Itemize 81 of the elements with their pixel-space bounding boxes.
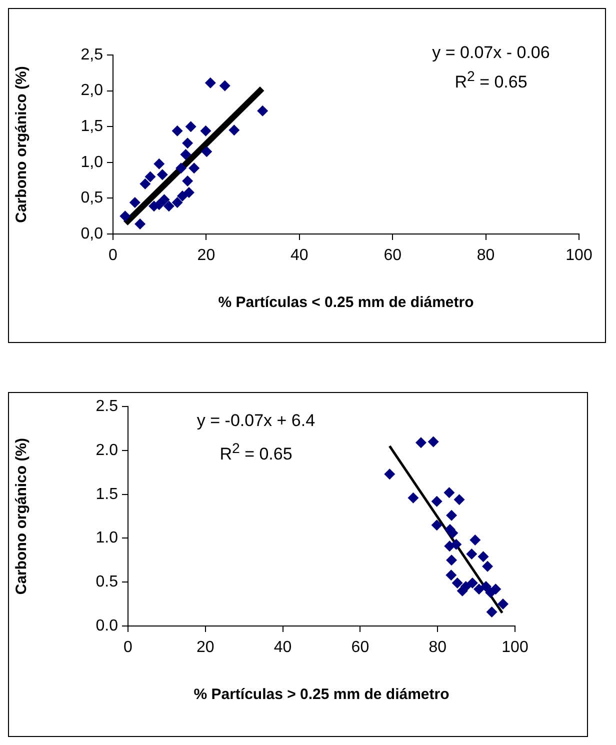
point — [204, 77, 216, 88]
point — [428, 436, 439, 448]
point — [182, 176, 194, 187]
point — [431, 520, 442, 531]
x-tick-label: 0 — [124, 639, 133, 656]
point — [478, 551, 489, 562]
point — [188, 162, 200, 174]
y-tick-label: 2,0 — [80, 82, 104, 100]
point — [228, 124, 240, 136]
point — [450, 538, 462, 550]
point — [452, 577, 463, 588]
point — [485, 587, 496, 598]
x-tick-label: 60 — [351, 639, 370, 656]
point — [140, 178, 151, 190]
point — [129, 196, 140, 208]
y-tick-label: 0.5 — [96, 574, 118, 591]
x-tick-label: 40 — [274, 639, 292, 656]
x-tick-label: 100 — [502, 639, 528, 656]
point — [446, 510, 458, 521]
point — [144, 171, 156, 182]
y-tick-label: 1,0 — [80, 154, 104, 171]
y-tick-label: 0.0 — [96, 617, 118, 634]
point — [446, 570, 457, 581]
point — [158, 194, 170, 206]
point — [474, 584, 485, 595]
point — [156, 169, 168, 180]
x-tick-label: 80 — [476, 247, 495, 264]
point — [182, 138, 194, 149]
y-axis-title: Carbono orgánico (%) — [13, 66, 30, 223]
point — [431, 496, 442, 507]
x-axis-title: % Partículas > 0.25 mm de diámetro — [194, 686, 450, 704]
point — [466, 548, 478, 560]
point — [185, 121, 196, 132]
y-tick-label: 0,0 — [80, 225, 104, 242]
y-tick-label: 0,5 — [80, 190, 104, 207]
annotation: R$^{2}$ = 0.65 — [454, 69, 528, 93]
point — [257, 105, 268, 116]
point — [482, 560, 494, 572]
y-tick-label: 2.5 — [96, 398, 118, 416]
point — [456, 585, 468, 596]
point — [176, 190, 188, 202]
point — [486, 606, 498, 618]
point — [498, 598, 509, 610]
x-tick-label: 60 — [384, 247, 402, 264]
y-tick-label: 1.0 — [96, 530, 118, 547]
x-tick-label: 40 — [290, 247, 308, 264]
point — [172, 196, 183, 208]
point — [415, 437, 426, 448]
y-tick-label: 2.0 — [96, 442, 118, 459]
y-tick-label: 2,5 — [80, 46, 104, 64]
y-tick-label: 1,5 — [80, 118, 104, 136]
annotation: y = 0.07x - 0.06 — [432, 43, 550, 63]
point — [154, 158, 165, 170]
point — [408, 492, 419, 504]
point — [480, 581, 492, 592]
point — [163, 200, 174, 212]
point — [444, 487, 455, 498]
point — [470, 534, 481, 546]
y-axis-title: Carbono orgánico (%) — [13, 438, 30, 595]
point — [466, 577, 478, 588]
point — [384, 468, 396, 480]
x-tick-label: 20 — [197, 247, 216, 264]
x-tick-label: 0 — [108, 247, 118, 264]
x-tick-label: 80 — [428, 639, 447, 656]
x-tick-label: 100 — [566, 247, 592, 264]
annotation: y = -0.07x + 6.4 — [196, 411, 316, 431]
annotation: R$^{2}$ = 0.65 — [220, 441, 292, 465]
point — [454, 494, 465, 506]
point — [219, 80, 230, 92]
point — [446, 554, 458, 566]
point — [120, 210, 131, 222]
point — [200, 125, 212, 136]
point — [134, 218, 146, 230]
point — [201, 146, 212, 158]
x-axis-title: % Partículas < 0.25 mm de diámetro — [218, 294, 474, 312]
point — [176, 162, 187, 174]
point — [180, 149, 192, 160]
x-tick-label: 20 — [196, 639, 214, 656]
y-tick-label: 1.5 — [96, 486, 118, 503]
point — [172, 125, 183, 136]
point — [183, 186, 194, 198]
